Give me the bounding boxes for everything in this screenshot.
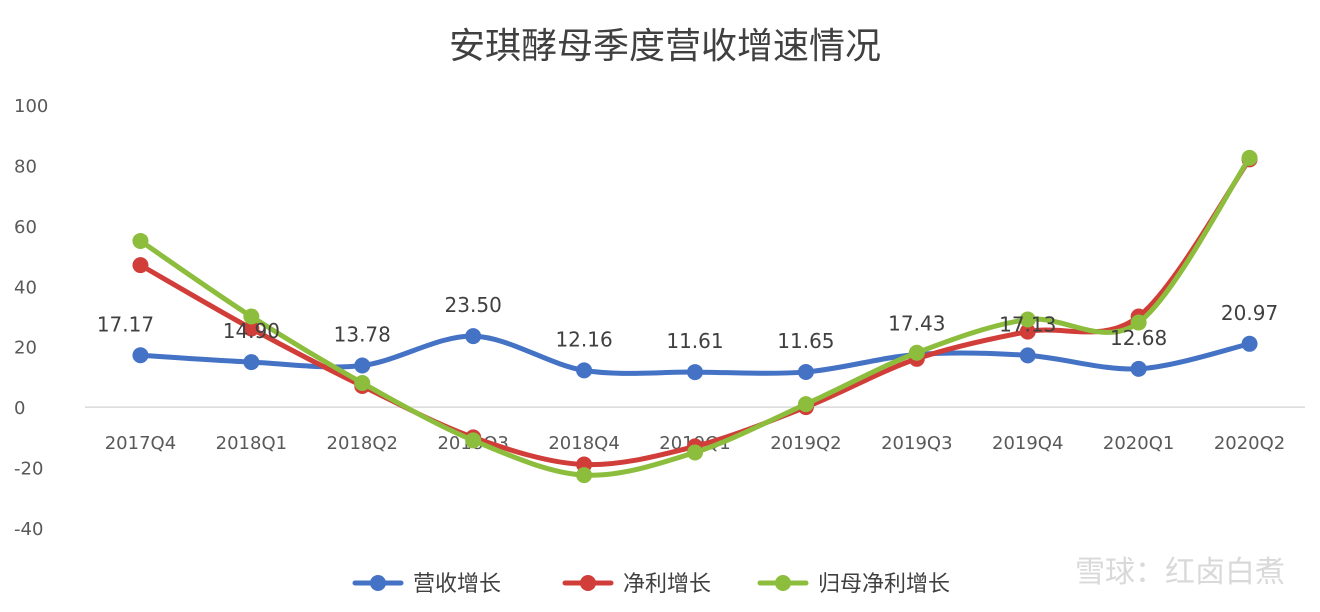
data-point [576, 467, 593, 484]
y-tick-label: 20 [14, 338, 37, 359]
data-point [1241, 335, 1258, 352]
series-3 [132, 149, 1258, 484]
x-tick-label: 2019Q4 [992, 433, 1063, 454]
data-point [354, 374, 371, 391]
legend-swatch-marker [370, 575, 386, 591]
x-tick-label: 2018Q2 [327, 433, 398, 454]
data-label: 20.97 [1221, 301, 1278, 325]
data-label: 12.68 [1110, 326, 1167, 350]
data-point [132, 347, 149, 364]
data-point [797, 396, 814, 413]
legend-swatch-marker [580, 575, 596, 591]
data-point [687, 444, 703, 461]
legend-item: 营收增长 [352, 572, 501, 597]
data-point [132, 257, 149, 274]
x-tick-label: 2020Q1 [1103, 433, 1174, 454]
data-label: 17.17 [97, 312, 154, 336]
data-point [1019, 347, 1036, 364]
data-label: 11.65 [777, 329, 834, 353]
series-line [137, 156, 1253, 468]
watermark: 雪球：红卤白煮 [1075, 555, 1285, 590]
data-point [354, 357, 371, 374]
data-point [1241, 149, 1258, 166]
legend: 营收增长 净利增长 归母净利增长 [352, 572, 950, 597]
legend-label: 净利增长 [623, 572, 711, 597]
data-point [1019, 323, 1036, 340]
data-point [1130, 314, 1147, 331]
y-tick-label: 0 [14, 398, 25, 419]
y-tick-label: 60 [14, 217, 37, 238]
y-tick-label: 100 [14, 96, 48, 117]
data-point [243, 308, 260, 325]
data-labels: 17.17 14.90 13.78 23.50 12.16 11.61 11.65 17.43… [97, 293, 1278, 353]
x-tick-label: 2018Q1 [216, 433, 287, 454]
legend-item: 归母净利增长 [757, 572, 950, 597]
data-label: 11.61 [666, 329, 723, 353]
data-label: 23.50 [445, 293, 502, 317]
data-label: 12.16 [555, 327, 612, 351]
x-tick-label: 2017Q4 [105, 433, 176, 454]
y-axis: -40 -20 0 20 40 60 80 100 [14, 96, 48, 540]
x-tick-label: 2019Q3 [881, 433, 952, 454]
data-point [243, 354, 260, 371]
data-label: 17.13 [999, 312, 1056, 336]
y-tick-label: -40 [14, 519, 43, 540]
x-tick-label: 2020Q2 [1214, 433, 1285, 454]
data-point [908, 344, 925, 361]
y-tick-label: 80 [14, 156, 37, 177]
data-label: 13.78 [334, 323, 391, 347]
data-point [576, 362, 593, 379]
x-tick-label: 2018Q4 [548, 433, 619, 454]
chart-title: 安琪酵母季度营收增速情况 [449, 26, 881, 67]
data-label: 17.43 [888, 311, 945, 335]
y-tick-label: -20 [14, 459, 43, 480]
series-layer [132, 149, 1258, 484]
legend-item: 净利增长 [562, 572, 711, 597]
data-point [797, 363, 814, 380]
x-axis: 2017Q42018Q12018Q22018Q32018Q42019Q12019… [105, 433, 1286, 454]
data-point [243, 320, 260, 337]
data-point [1019, 311, 1036, 328]
data-label: 14.90 [223, 319, 280, 343]
data-point [465, 432, 482, 449]
x-tick-label: 2019Q2 [770, 433, 841, 454]
data-point [465, 328, 482, 345]
data-point [687, 364, 703, 381]
legend-swatch-marker [775, 575, 791, 591]
y-tick-label: 40 [14, 277, 37, 298]
data-point [132, 232, 149, 249]
series-2 [132, 151, 1258, 473]
data-point [1130, 360, 1147, 377]
series-line [137, 155, 1253, 478]
legend-label: 归母净利增长 [818, 572, 950, 597]
legend-label: 营收增长 [413, 572, 501, 597]
